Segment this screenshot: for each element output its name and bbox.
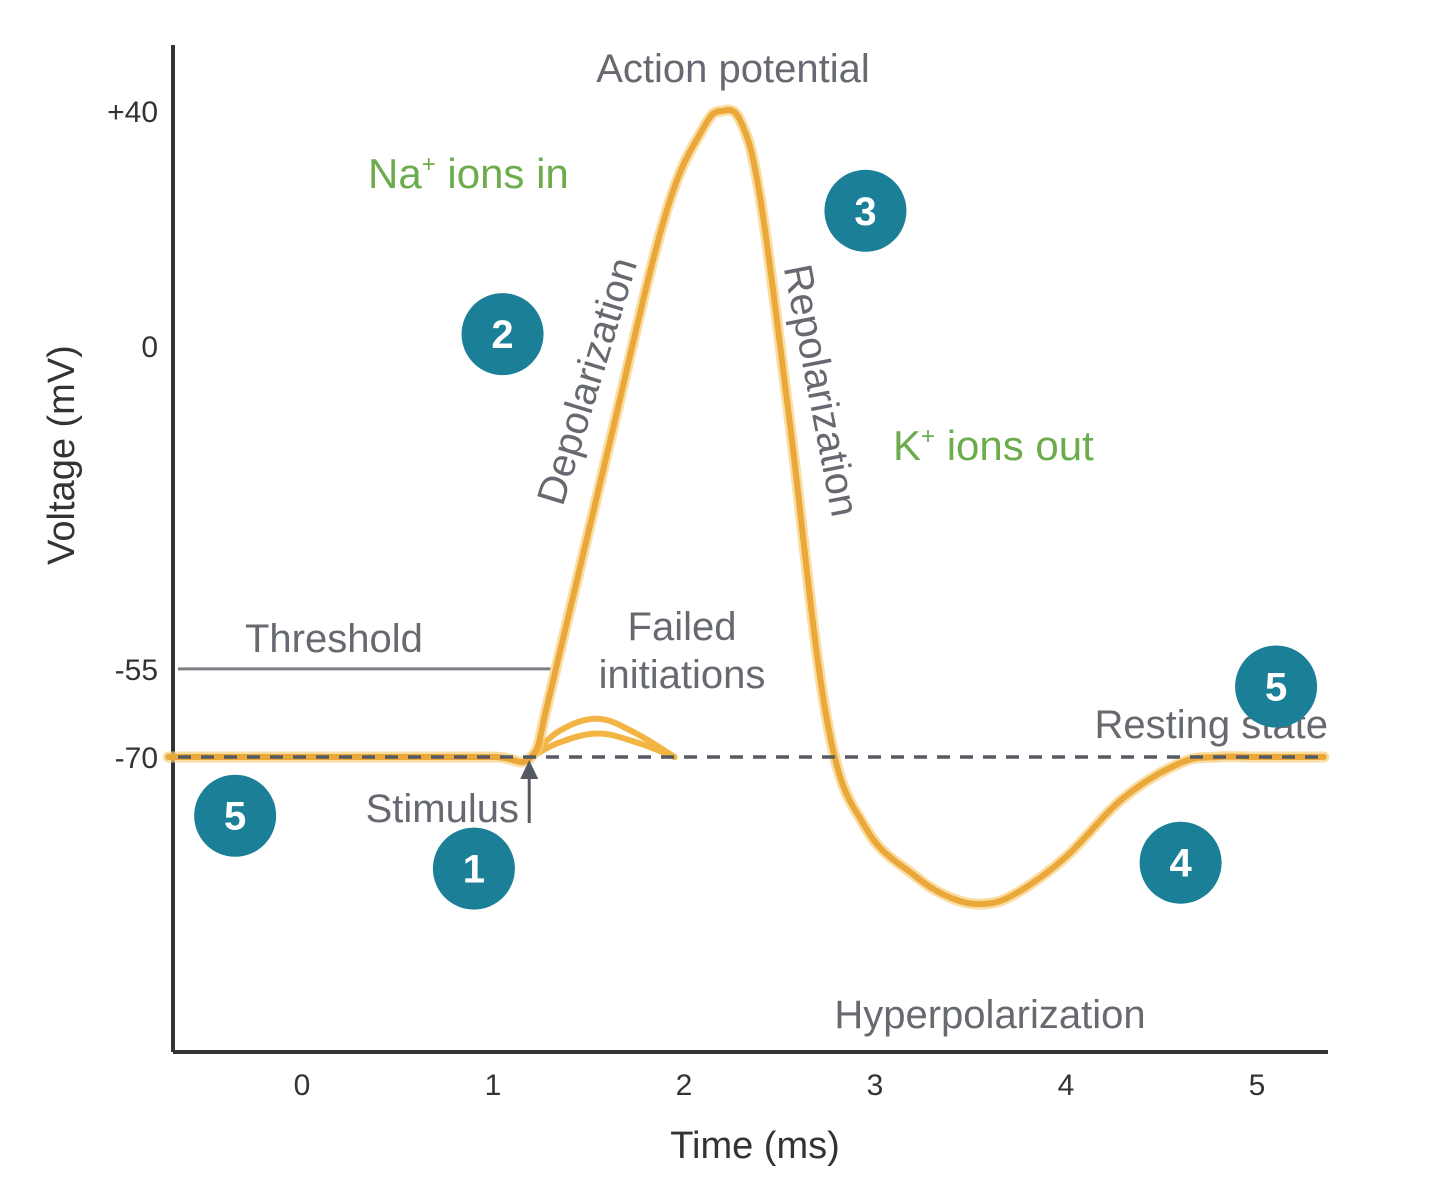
badge-1-circle [432,827,515,910]
k-ions-charge: + [921,423,935,450]
hyperpolarization-label: Hyperpolarization [834,993,1145,1037]
failed-initiations-label-line1: Failed [628,605,737,649]
x-tick-label: 3 [867,1069,884,1102]
action-potential-label: Action potential [596,47,870,91]
x-tick-label: 1 [485,1069,502,1102]
k-ions-symbol: K [893,422,921,469]
stimulus-arrow-head [520,760,539,779]
x-tick-label: 5 [1249,1069,1266,1102]
failed-initiation-curve [528,730,678,760]
badge-4-circle [1139,821,1222,904]
y-axis-label: Voltage (mV) [41,345,83,565]
na-ions-text: ions in [436,150,569,197]
phase-badges: 5 1 2 3 4 5 [194,169,1318,910]
badge-4-label: 4 [1169,842,1192,886]
na-ions-charge: + [422,151,436,178]
badge-3-label: 3 [854,190,876,234]
failed-initiations-label-line2: initiations [599,653,766,697]
k-ions-out-label: K+ ions out [893,422,1094,469]
badge-3-circle [824,169,907,252]
y-tick-label: +40 [107,96,158,129]
badge-5-left-circle [194,774,277,857]
na-ions-symbol: Na [368,150,422,197]
na-ions-in-label: Na+ ions in [368,150,569,197]
y-tick-label: 0 [141,331,158,364]
x-axis-label: Time (ms) [670,1125,840,1167]
action-potential-curve-glow [162,104,1330,910]
failed-initiation-curve [528,715,678,760]
x-tick-label: 0 [294,1069,311,1102]
threshold-label: Threshold [245,617,423,661]
badge-5-right-circle [1235,645,1318,728]
y-tick-label: -55 [115,654,158,687]
x-tick-label: 2 [676,1069,693,1102]
badge-1-label: 1 [463,848,485,892]
badge-5-left-label: 5 [224,795,246,839]
badge-2-circle [461,293,544,376]
k-ions-text: ions out [935,422,1094,469]
x-tick-label: 4 [1058,1069,1075,1102]
y-tick-label: -70 [115,742,158,775]
badge-5-right-label: 5 [1265,666,1287,710]
badge-2-label: 2 [491,313,513,357]
stimulus-label: Stimulus [366,787,519,831]
